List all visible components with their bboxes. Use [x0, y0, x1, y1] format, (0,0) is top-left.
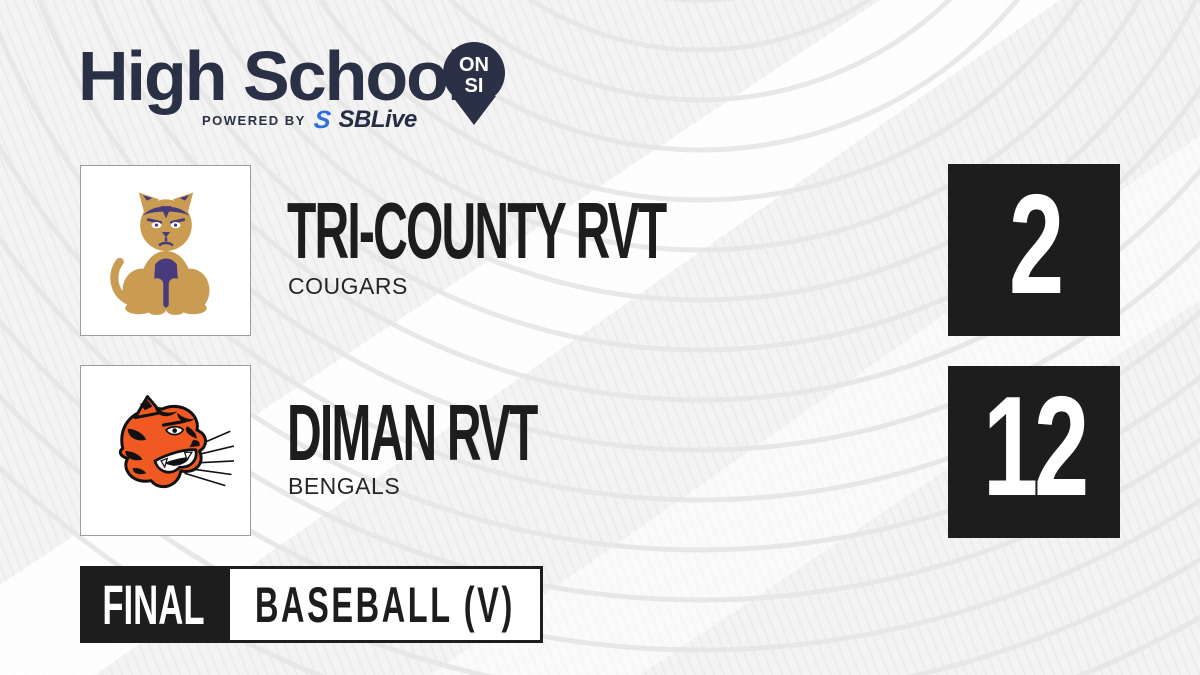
cougar-mascot-icon: [109, 192, 210, 315]
score-box: 2: [948, 164, 1120, 336]
team-mascot-label: COUGARS: [288, 273, 408, 299]
score-value: 2: [1008, 165, 1063, 324]
brand-wordmark: High School: [78, 37, 466, 115]
event-label-box: BASEBALL (V): [227, 566, 543, 643]
footer-bar: FINAL BASEBALL (V): [80, 566, 543, 643]
team-name: TRI-COUNTY RVT: [287, 186, 667, 275]
powered-by-row: POWERED BY S SBLive: [202, 106, 417, 134]
score-box: 12: [948, 366, 1120, 538]
event-label-text: BASEBALL (V): [255, 576, 515, 633]
team-name: DIMAN RVT: [287, 388, 538, 477]
game-status-badge: FINAL: [80, 566, 227, 643]
team-mascot-label: BENGALS: [288, 473, 401, 499]
team-logo-box: [80, 165, 251, 336]
score-value: 12: [982, 367, 1089, 526]
sblive-wordmark: SBLive: [338, 106, 418, 133]
sblive-s-icon: S: [312, 105, 333, 134]
powered-by-label: POWERED BY: [202, 112, 306, 128]
game-status-text: FINAL: [102, 572, 205, 636]
pin-text-si: SI: [465, 75, 484, 97]
team-logo-box: [80, 365, 251, 536]
on-si-pin-icon: ON SI: [443, 42, 505, 125]
pin-text-on: ON: [459, 54, 489, 76]
bengal-tiger-icon: [118, 394, 234, 488]
